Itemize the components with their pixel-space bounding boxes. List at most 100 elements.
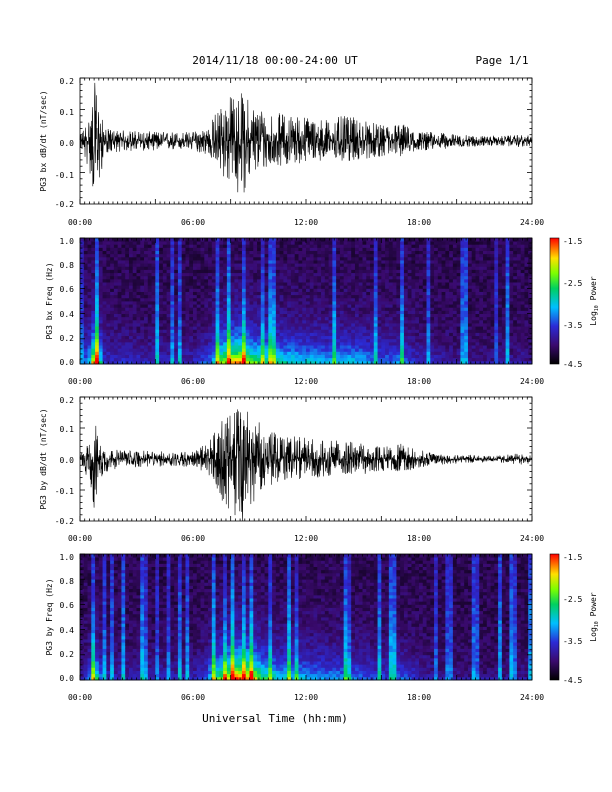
spectrogram-cell <box>196 329 201 333</box>
spectrogram-cell <box>354 253 360 258</box>
spectrogram-cell <box>426 291 431 296</box>
spectrogram-cell <box>147 316 152 321</box>
spectrogram-cell <box>445 341 450 346</box>
spectrogram-cell <box>445 250 450 255</box>
spectrogram-cell <box>249 269 254 274</box>
spectrogram-cell <box>174 341 179 346</box>
spectrogram-cell <box>257 282 262 286</box>
spectrogram-cell <box>253 313 258 318</box>
spectrogram-cell <box>215 301 220 305</box>
spectrogram-cell <box>230 310 235 314</box>
spectrogram-cell <box>362 278 367 283</box>
spectrogram-cell <box>328 301 333 305</box>
spectrogram-cell <box>234 285 239 289</box>
spectrogram-cell <box>479 329 484 333</box>
spectrogram-cell <box>362 253 367 258</box>
spectrogram-cell <box>524 291 529 296</box>
spectrogram-cell <box>102 329 107 333</box>
spectrogram-cell <box>128 335 134 340</box>
spectrogram-cell <box>230 278 235 283</box>
spectrogram-cell <box>208 354 213 359</box>
spectrogram-cell <box>287 348 292 352</box>
spectrogram-cell <box>516 316 522 321</box>
spectrogram-cell <box>509 323 514 327</box>
spectrogram-cell <box>392 256 397 261</box>
spectrogram-cell <box>505 244 510 248</box>
spectrogram-cell <box>128 275 134 280</box>
spectrogram-cell <box>147 285 152 289</box>
spectrogram-cell <box>185 253 190 258</box>
spectrogram-cell <box>513 253 518 258</box>
spectrogram-cell <box>336 285 341 289</box>
spectrogram-cell <box>426 329 431 333</box>
spectrogram-cell <box>185 244 190 248</box>
spectrogram-cell <box>290 307 296 311</box>
spectrogram-cell <box>245 256 250 261</box>
spectrogram-cell <box>257 313 262 318</box>
spectrogram-cell <box>132 351 137 355</box>
spectrogram-cell <box>215 335 220 340</box>
spectrogram-cell <box>147 260 152 264</box>
spectrogram-cell <box>385 247 390 251</box>
spectrogram-cell <box>445 282 450 286</box>
spectrogram-cell <box>223 250 228 255</box>
spectrogram-cell <box>177 332 183 337</box>
spectrogram-cell <box>441 345 446 349</box>
spectrogram-cell <box>400 291 405 296</box>
spectrogram-cell <box>509 332 514 337</box>
spectrogram-cell <box>498 253 503 258</box>
spectrogram-cell <box>196 250 201 255</box>
spectrogram-cell <box>452 323 458 327</box>
spectrogram-cell <box>98 263 103 267</box>
spectrogram-cell <box>321 244 326 248</box>
spectrogram-cell <box>136 241 141 245</box>
spectrogram-cell <box>501 313 507 318</box>
spectrogram-cell <box>373 244 378 248</box>
spectrogram-cell <box>83 323 88 327</box>
spectrogram-cell <box>226 250 232 255</box>
spectrogram-cell <box>275 241 281 245</box>
spectrogram-cell <box>91 297 96 302</box>
spectrogram-cell <box>174 319 179 324</box>
spectrogram-cell <box>234 332 239 337</box>
spectrogram-cell <box>505 360 510 365</box>
spectrogram-cell <box>467 319 473 324</box>
spectrogram-cell <box>125 307 130 311</box>
spectrogram-cell <box>381 297 386 302</box>
spectrogram-cell <box>200 241 205 245</box>
spectrogram-cell <box>381 294 386 299</box>
spectrogram-cell <box>189 241 194 245</box>
spectrogram-cell <box>509 256 514 261</box>
spectrogram-cell <box>147 301 152 305</box>
spectrogram-cell <box>189 288 194 292</box>
spectrogram-cell <box>200 256 205 261</box>
spectrogram-cell <box>155 354 160 359</box>
spectrogram-cell <box>351 335 356 340</box>
spectrogram-cell <box>290 301 296 305</box>
spectrogram-cell <box>193 316 198 321</box>
spectrogram-cell <box>147 263 152 267</box>
spectrogram-cell <box>437 310 442 314</box>
spectrogram-cell <box>219 291 224 296</box>
spectrogram-cell <box>434 275 439 280</box>
spectrogram-cell <box>132 354 137 359</box>
spectrogram-cell <box>223 275 228 280</box>
spectrogram-cell <box>162 282 168 286</box>
spectrogram-cell <box>91 285 96 289</box>
spectrogram-cell <box>110 345 115 349</box>
spectrogram-cell <box>317 247 322 251</box>
spectrogram-cell <box>151 357 156 362</box>
spectrogram-cell <box>204 253 209 258</box>
spectrogram-cell <box>98 338 103 343</box>
spectrogram-cell <box>110 313 115 318</box>
spectrogram-cell <box>234 307 239 311</box>
spectrogram-cell <box>505 316 510 321</box>
spectrogram-cell <box>95 253 100 258</box>
spectrogram-cell <box>513 250 518 255</box>
spectrogram-cell <box>407 326 412 330</box>
spectrogram-cell <box>181 316 186 321</box>
spectrogram-cell <box>366 332 371 337</box>
spectrogram-cell <box>434 345 439 349</box>
spectrogram-cell <box>381 244 386 248</box>
spectrogram-cell <box>241 285 247 289</box>
